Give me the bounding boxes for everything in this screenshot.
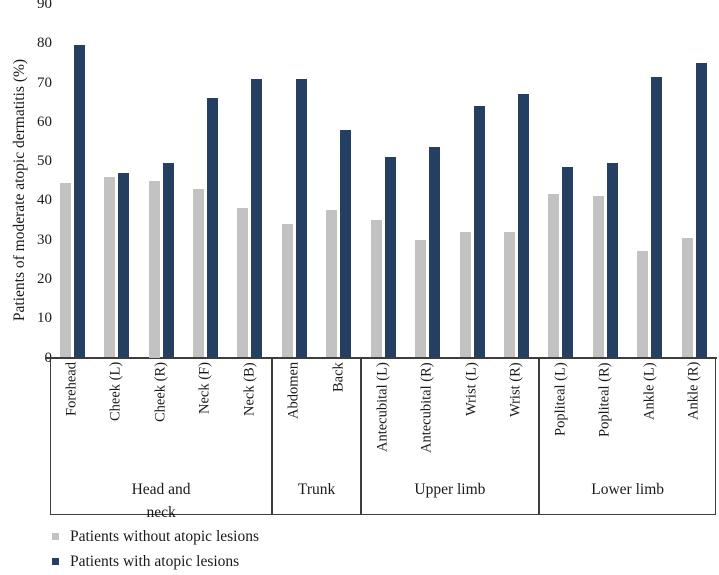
bar-with-lesions [695, 62, 707, 358]
bar-without-lesions [681, 237, 693, 358]
bar-with-lesions [518, 94, 530, 358]
bar-without-lesions [281, 223, 293, 358]
group-box-2 [272, 357, 362, 515]
group-label: Lower limb [591, 481, 664, 498]
y-tick-label: 50 [37, 153, 52, 170]
bar-with-lesions [473, 106, 485, 358]
bar-without-lesions [415, 239, 427, 358]
bar-with-lesions [429, 147, 441, 358]
legend-label: Patients with atopic lesions [70, 552, 240, 570]
legend-item-without-lesions: Patients without atopic lesions [46, 524, 259, 549]
bar-with-lesions [651, 76, 663, 358]
bar-with-lesions [384, 157, 396, 358]
bar-with-lesions [251, 78, 263, 358]
y-tick-label: 40 [37, 192, 52, 209]
bar-without-lesions [104, 176, 116, 358]
bar-with-lesions [562, 167, 574, 358]
bar-with-lesions [340, 129, 352, 358]
bar-without-lesions [193, 188, 205, 358]
bar-with-lesions [295, 78, 307, 358]
bar-without-lesions [148, 180, 160, 358]
bar-without-lesions [370, 220, 382, 358]
y-tick-label: 10 [37, 310, 52, 327]
y-tick-label: 60 [37, 113, 52, 130]
group-box-4 [538, 357, 717, 515]
bar-with-lesions [606, 163, 618, 358]
bar-without-lesions [59, 182, 71, 358]
bar-with-lesions [73, 45, 85, 358]
bar-without-lesions [459, 231, 471, 358]
legend: Patients without atopic lesions Patients… [46, 524, 259, 574]
y-tick-label: 20 [37, 270, 52, 287]
legend-swatch-with-lesions [52, 558, 59, 565]
bar-without-lesions [326, 210, 338, 358]
group-label: Upper limb [414, 481, 486, 498]
group-box-1 [50, 357, 273, 515]
y-tick-label: 30 [37, 231, 52, 248]
legend-item-with-lesions: Patients with atopic lesions [46, 549, 259, 574]
bar-without-lesions [504, 231, 516, 358]
bar-without-lesions [637, 251, 649, 358]
bar-with-lesions [162, 163, 174, 358]
y-tick-label: 80 [37, 35, 52, 52]
group-label: Trunk [297, 481, 336, 498]
bar-with-lesions [118, 172, 130, 358]
bar-without-lesions [237, 208, 249, 358]
bar-without-lesions [548, 194, 560, 358]
y-tick-label: 90 [37, 0, 52, 12]
legend-swatch-without-lesions [52, 533, 59, 540]
bar-without-lesions [592, 196, 604, 358]
legend-label: Patients without atopic lesions [70, 527, 259, 545]
y-tick-label: 70 [37, 74, 52, 91]
bar-with-lesions [207, 98, 219, 358]
group-box-3 [361, 357, 539, 515]
group-label: Head and neck [131, 481, 191, 521]
